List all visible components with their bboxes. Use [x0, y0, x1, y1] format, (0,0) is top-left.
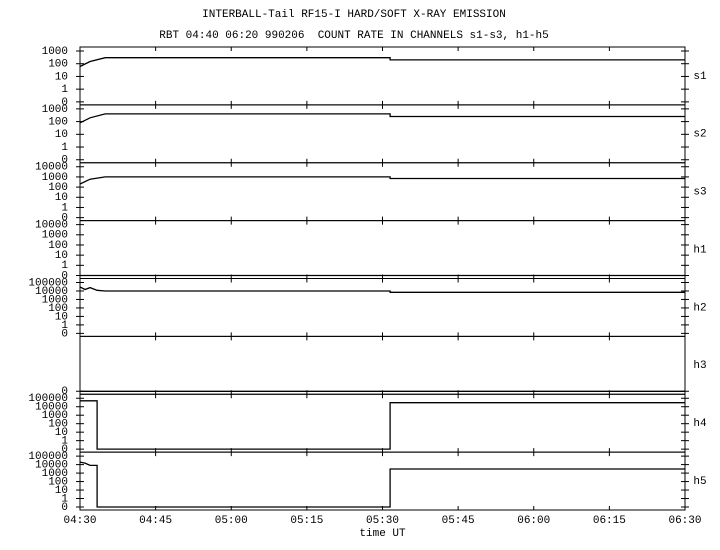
y-tick-label: 1000 [42, 468, 68, 480]
panel-label: h2 [693, 302, 706, 314]
y-tick-label: 0 [61, 386, 68, 398]
y-tick-label: 0 [61, 444, 68, 456]
panel-label: s2 [693, 129, 706, 141]
x-tick-label: 06:30 [668, 515, 701, 527]
y-tick-label: 10 [55, 485, 68, 497]
y-tick-label: 100000 [28, 451, 68, 463]
x-tick-label: 06:00 [517, 515, 550, 527]
y-tick-label: 1000 [42, 46, 68, 58]
y-tick-label: 100000 [28, 277, 68, 289]
y-tick-label: 10 [55, 71, 68, 83]
data-line [79, 57, 685, 68]
y-tick-label: 10000 [35, 162, 68, 174]
chart-subtitle: RBT 04:40 06:20 990206 COUNT RATE IN CHA… [159, 30, 548, 42]
y-tick-label: 10000 [35, 460, 68, 472]
data-line [79, 113, 685, 124]
x-tick-label: 05:15 [290, 515, 323, 527]
panel-label: h4 [693, 418, 707, 430]
y-tick-label: 100 [48, 182, 68, 194]
y-tick-label: 100 [48, 419, 68, 431]
y-tick-label: 1 [61, 320, 68, 332]
y-tick-label: 10 [55, 192, 68, 204]
y-tick-label: 10 [55, 311, 68, 323]
y-tick-label: 1 [61, 260, 68, 272]
x-tick-label: 04:45 [139, 515, 172, 527]
y-tick-label: 10000 [35, 402, 68, 414]
y-tick-label: 0 [61, 155, 68, 167]
y-tick-label: 100 [48, 476, 68, 488]
panel-label: h1 [693, 244, 707, 256]
y-tick-label: 100 [48, 117, 68, 129]
y-tick-label: 10 [55, 427, 68, 439]
data-line [79, 176, 685, 185]
y-tick-label: 1 [61, 142, 68, 154]
y-tick-label: 0 [61, 502, 68, 514]
y-tick-label: 10 [55, 129, 68, 141]
y-tick-label: 100 [48, 303, 68, 315]
y-tick-label: 1 [61, 84, 68, 96]
panel-label: h5 [693, 476, 706, 488]
y-tick-label: 100 [48, 240, 68, 252]
y-tick-label: 0 [61, 97, 68, 109]
y-tick-label: 10000 [35, 220, 68, 232]
panel-label: s3 [693, 187, 706, 199]
x-tick-label: 05:30 [366, 515, 399, 527]
y-tick-label: 10 [55, 250, 68, 262]
y-tick-label: 1 [61, 493, 68, 505]
y-tick-label: 1000 [42, 104, 68, 116]
data-line [80, 400, 685, 450]
y-tick-label: 1000 [42, 172, 68, 184]
y-tick-label: 10000 [35, 286, 68, 298]
chart-title: INTERBALL-Tail RF15-I HARD/SOFT X-RAY EM… [202, 9, 506, 21]
y-tick-label: 0 [61, 270, 68, 282]
y-tick-label: 100000 [28, 393, 68, 405]
y-tick-label: 1000 [42, 230, 68, 242]
y-tick-label: 1000 [42, 294, 68, 306]
data-line [79, 286, 685, 293]
x-tick-label: 05:00 [215, 515, 248, 527]
y-tick-label: 1 [61, 202, 68, 214]
panel-label: s1 [693, 71, 707, 83]
x-tick-label: 06:15 [593, 515, 626, 527]
panel-label: h3 [693, 360, 706, 372]
x-tick-label: 04:30 [63, 515, 96, 527]
x-axis-label: time UT [359, 528, 406, 540]
y-tick-label: 0 [61, 328, 68, 340]
y-tick-label: 0 [61, 213, 68, 225]
y-tick-label: 100 [48, 59, 68, 71]
data-line [79, 461, 685, 508]
x-tick-label: 05:45 [442, 515, 475, 527]
y-tick-label: 1000 [42, 410, 68, 422]
y-tick-label: 1 [61, 436, 68, 448]
